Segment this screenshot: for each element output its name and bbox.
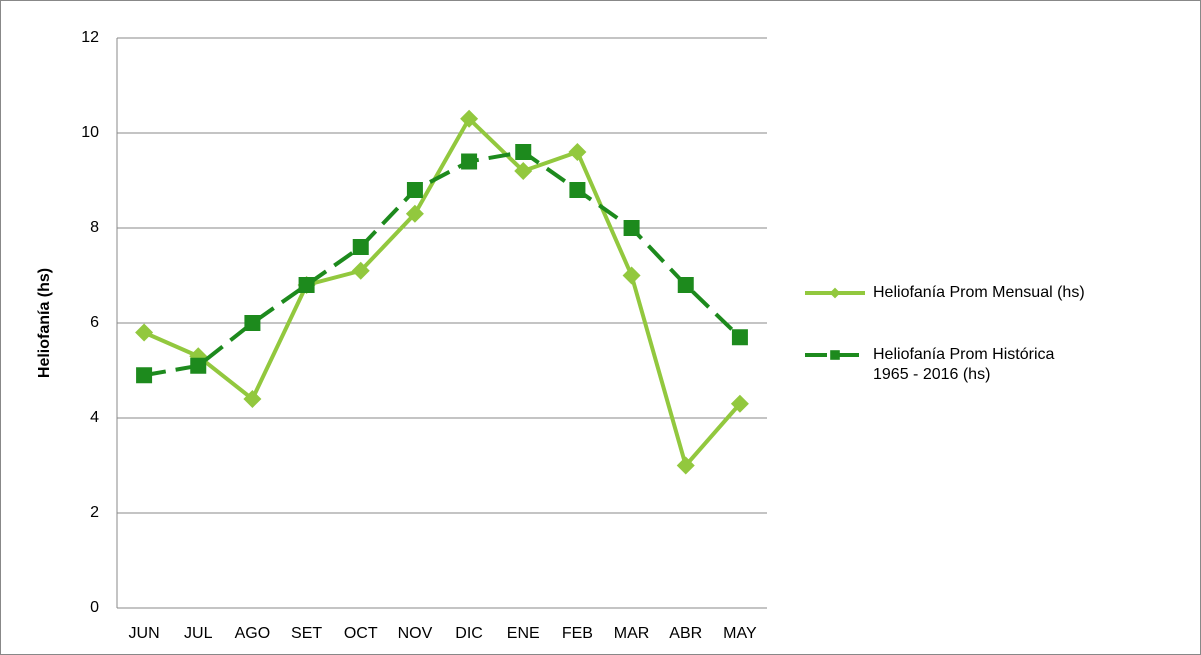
y-axis-label: Heliofanía (hs) (36, 268, 53, 378)
data-point (515, 144, 532, 160)
x-tick-label: JUL (184, 625, 213, 642)
data-point (568, 143, 587, 161)
data-point (298, 277, 315, 293)
data-point (461, 153, 478, 170)
data-point (677, 277, 694, 293)
y-tick-label: 4 (90, 409, 99, 426)
data-point (623, 220, 640, 236)
y-tick-label: 0 (90, 599, 99, 616)
legend-label: Heliofanía Prom Mensual (hs) (873, 284, 1085, 301)
y-tick-label: 6 (90, 314, 99, 331)
data-point (622, 266, 641, 285)
data-point (406, 182, 423, 198)
legend-marker (830, 350, 840, 360)
legend-label: Heliofanía Prom Histórica 1965 - 2016 (h… (873, 346, 1055, 383)
x-tick-label: NOV (398, 625, 433, 642)
y-tick-label: 10 (81, 124, 99, 141)
y-tick-label: 2 (90, 504, 99, 521)
x-tick-label: MAR (614, 625, 650, 642)
data-point (731, 329, 748, 346)
data-point (352, 239, 369, 255)
data-point (243, 390, 262, 408)
data-point (514, 162, 533, 180)
x-tick-label: SET (291, 625, 322, 642)
x-tick-label: ABR (669, 625, 702, 642)
x-tick-label: DIC (455, 625, 483, 642)
x-tick-label: OCT (344, 625, 378, 642)
data-point (190, 357, 207, 374)
data-point (135, 323, 154, 342)
y-tick-label: 12 (81, 29, 99, 46)
data-point (730, 394, 749, 413)
data-point (351, 261, 370, 280)
x-tick-label: JUN (129, 625, 160, 642)
series-line (143, 149, 742, 378)
data-point (136, 367, 153, 384)
data-point (569, 182, 586, 198)
series-line (143, 115, 742, 470)
x-tick-label: ENE (507, 625, 540, 642)
x-tick-label: MAY (723, 625, 757, 642)
x-tick-label: AGO (235, 625, 271, 642)
y-tick-label: 8 (90, 219, 99, 236)
data-point (460, 109, 479, 128)
data-point (405, 204, 424, 223)
data-point (244, 315, 261, 331)
data-point (676, 456, 695, 475)
x-tick-label: FEB (562, 625, 593, 642)
